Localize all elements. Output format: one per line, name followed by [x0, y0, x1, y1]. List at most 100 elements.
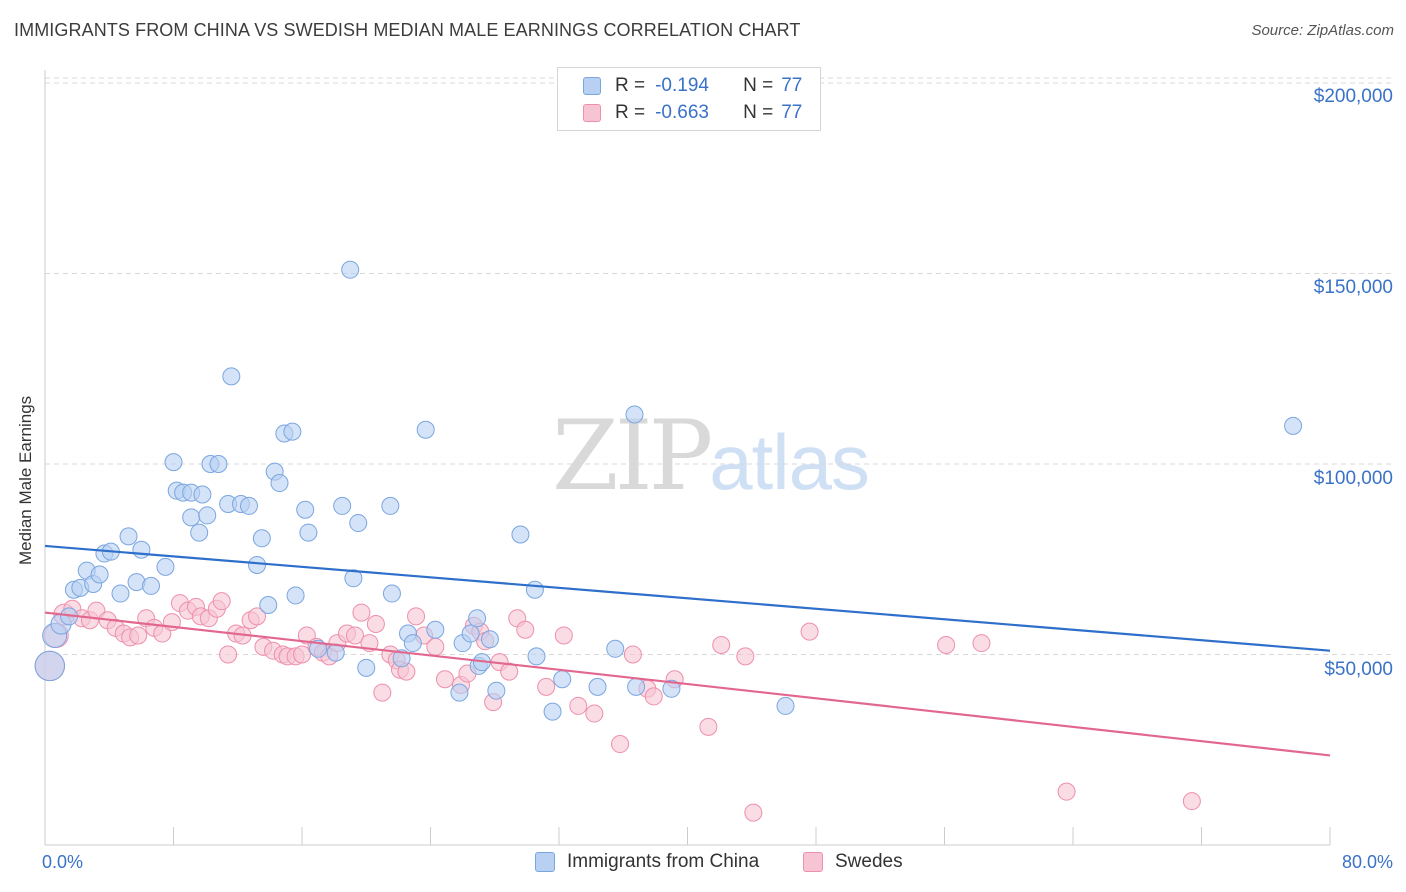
swedes-trend-line [44, 611, 1331, 757]
stats-legend-row-china: R = -0.194 N = 77 [583, 74, 802, 98]
r-value: -0.663 [655, 102, 709, 123]
blue-swatch [583, 77, 601, 95]
china-point [357, 658, 376, 677]
china-point [34, 650, 66, 682]
n-label: N = [743, 75, 774, 96]
china-point [662, 679, 681, 698]
r-label: R = [615, 102, 646, 123]
swedes-point [366, 615, 385, 634]
china-point [299, 523, 318, 542]
china-point [403, 634, 422, 653]
legend-label: Immigrants from China [567, 851, 760, 872]
china-point [776, 696, 795, 715]
r-label: R = [615, 75, 646, 96]
china-point [333, 496, 352, 515]
china-point [286, 586, 305, 605]
stats-legend-row-swedes: R = -0.663 N = 77 [583, 101, 802, 125]
swedes-point [352, 603, 371, 622]
swedes-point [516, 620, 535, 639]
swedes-point [346, 626, 365, 645]
blue-swatch [535, 852, 555, 872]
swedes-point [426, 637, 445, 656]
swedes-point [219, 645, 238, 664]
china-point [416, 420, 435, 439]
china-point [259, 595, 278, 614]
china-point [309, 639, 328, 658]
y-axis-label: Median Male Earnings [16, 395, 35, 565]
series-legend: Immigrants from China Swedes [0, 851, 1406, 877]
china-point [392, 649, 411, 668]
china-point [190, 523, 209, 542]
swedes-point [435, 670, 454, 689]
china-point [142, 576, 161, 595]
china-point [193, 485, 212, 504]
china-point [239, 496, 258, 515]
china-point [511, 525, 530, 544]
china-point [341, 260, 360, 279]
china-point [627, 677, 646, 696]
china-point [252, 529, 271, 548]
china-point [270, 474, 289, 493]
swedes-point [129, 626, 148, 645]
x-tick-label-min: 0.0% [42, 852, 84, 872]
swedes-point [699, 717, 718, 736]
pink-swatch [583, 104, 601, 122]
swedes-point [373, 683, 392, 702]
china-point [487, 681, 506, 700]
china-point [381, 496, 400, 515]
china-point [222, 367, 241, 386]
swedes-point [407, 607, 426, 626]
x-tick-label-max: 80.0% [1341, 852, 1393, 872]
legend-item-swedes[interactable]: Swedes [803, 851, 903, 873]
stats-legend: R = -0.194 N = 77 R = -0.663 N = 77 [557, 67, 821, 131]
y-tick-label: $150,000 [1313, 277, 1393, 298]
china-point [209, 455, 228, 473]
swedes-point [712, 635, 731, 654]
y-tick-label: $50,000 [1324, 659, 1393, 680]
china-point [296, 500, 315, 519]
china-point [198, 506, 217, 525]
swedes-point [554, 626, 573, 645]
china-point [283, 422, 302, 441]
china-point [468, 609, 487, 628]
r-value: -0.194 [655, 75, 709, 96]
chart-title: IMMIGRANTS FROM CHINA VS SWEDISH MEDIAN … [14, 20, 801, 40]
china-trend-line [44, 544, 1331, 652]
n-label: N = [743, 102, 774, 123]
n-value: 77 [781, 102, 803, 123]
swedes-point [537, 677, 556, 696]
pink-swatch [803, 852, 823, 872]
swedes-point [937, 635, 956, 654]
swedes-point [611, 735, 630, 754]
china-point [182, 508, 201, 527]
source-label: Source: ZipAtlas.com [1251, 22, 1394, 39]
china-point [450, 683, 469, 702]
swedes-point [248, 607, 267, 626]
china-point [525, 580, 544, 599]
china-point [248, 555, 267, 574]
n-value: 77 [781, 75, 803, 96]
swedes-point [1182, 792, 1201, 811]
swedes-point [293, 645, 311, 664]
china-point [156, 557, 175, 576]
china-point [349, 514, 368, 533]
legend-item-china[interactable]: Immigrants from China [535, 851, 759, 873]
swedes-point [736, 647, 755, 666]
swedes-point [972, 634, 991, 653]
swedes-point [644, 687, 663, 706]
china-point [588, 677, 607, 696]
china-point [426, 620, 445, 639]
swedes-point [569, 696, 588, 715]
china-point [1284, 416, 1303, 435]
china-point [527, 647, 546, 666]
legend-label: Swedes [835, 851, 903, 872]
china-point [553, 670, 572, 689]
swedes-point [1057, 782, 1076, 801]
china-point [90, 565, 109, 584]
china-point [480, 630, 499, 649]
china-point [132, 540, 151, 559]
swedes-point [744, 803, 763, 822]
china-point [382, 584, 401, 603]
china-point [543, 702, 562, 721]
